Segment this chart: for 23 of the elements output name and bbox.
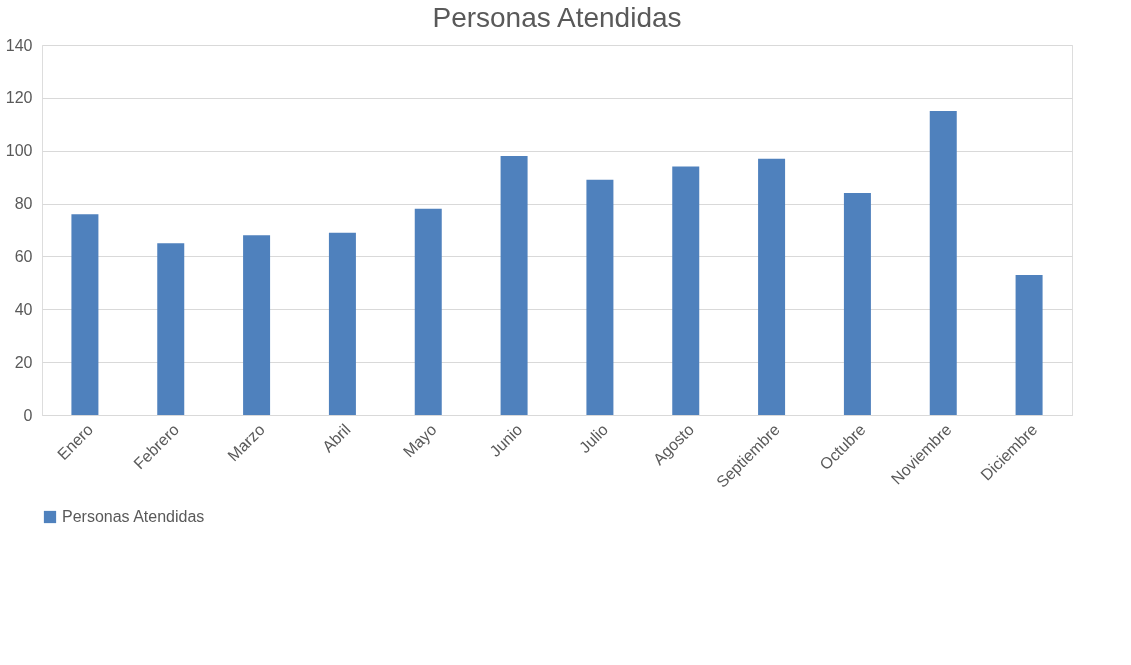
bar — [1015, 274, 1043, 415]
bar — [414, 208, 442, 415]
bar — [243, 235, 271, 415]
y-tick-label: 60 — [14, 247, 33, 265]
chart-title: Personas Atendidas — [432, 2, 682, 33]
bar — [157, 243, 185, 415]
y-tick-label: 20 — [14, 353, 33, 371]
x-tick-label: Julio — [575, 420, 612, 457]
bar — [758, 158, 786, 415]
bar — [500, 156, 528, 415]
bar — [843, 193, 871, 415]
y-tick-label: 0 — [23, 406, 33, 424]
bar — [586, 179, 614, 415]
bar — [929, 111, 957, 415]
y-tick-label: 120 — [5, 89, 33, 107]
y-tick-label: 40 — [14, 300, 33, 318]
bar — [71, 214, 99, 415]
y-tick-label: 80 — [14, 195, 33, 213]
y-tick-label: 140 — [5, 36, 33, 54]
y-tick-label: 100 — [5, 142, 33, 160]
bar — [328, 232, 356, 415]
legend-label: Personas Atendidas — [62, 508, 205, 525]
bar — [672, 166, 700, 415]
